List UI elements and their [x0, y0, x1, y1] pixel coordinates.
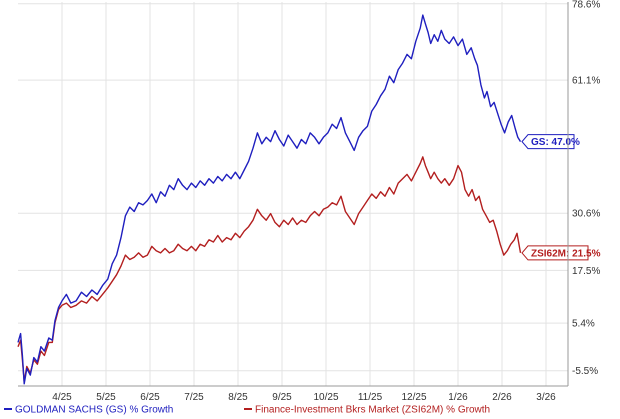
- zsi62m-growth-line: [17, 156, 522, 383]
- last-value-callouts: GS: 47.0% ZSI62M: 21.5%: [521, 134, 601, 261]
- x-tick-label: 12/25: [401, 392, 426, 403]
- x-tick-label: 11/25: [358, 392, 383, 403]
- x-tick-label: 5/25: [96, 392, 116, 403]
- callout-label: GS: 47.0%: [531, 137, 580, 148]
- y-tick-label: 17.5%: [572, 266, 600, 277]
- y-tick-label: 61.1%: [572, 76, 600, 87]
- y-tick-label: -5.5%: [572, 366, 598, 377]
- legend-label: GOLDMAN SACHS (GS) % Growth: [15, 405, 173, 416]
- x-tick-label: 6/25: [140, 392, 160, 403]
- x-tick-label: 10/25: [313, 392, 338, 403]
- x-axis-ticks: 4/25 5/25 6/25 7/25 8/25 9/25 10/25 11/25 12/25 1…: [52, 392, 556, 403]
- x-tick-label: 8/25: [228, 392, 248, 403]
- callout-box: [521, 245, 589, 261]
- y-axis-ticks: -5.5% 5.4% 17.5% 30.6% 61.1% 78.6%: [572, 0, 600, 377]
- legend: GOLDMAN SACHS (GS) % Growth Finance-Inves…: [4, 405, 490, 416]
- x-tick-label: 3/26: [536, 392, 556, 403]
- callout-box: [521, 134, 575, 150]
- zsi62m-callout: ZSI62M: 21.5%: [521, 245, 601, 261]
- gs-callout: GS: 47.0%: [521, 134, 580, 150]
- y-tick-label: 5.4%: [572, 319, 595, 330]
- series-lines: [17, 14, 522, 385]
- x-tick-label: 4/25: [52, 392, 72, 403]
- legend-label: Finance-Investment Bkrs Market (ZSI62M) …: [255, 405, 490, 416]
- x-tick-label: 1/26: [448, 392, 468, 403]
- y-tick-label: 30.6%: [572, 209, 600, 220]
- x-tick-label: 9/25: [272, 392, 292, 403]
- gs-growth-line: [17, 14, 522, 385]
- callout-label: ZSI62M: 21.5%: [531, 248, 601, 259]
- x-tick-label: 7/25: [184, 392, 204, 403]
- gridlines: [18, 2, 568, 386]
- x-tick-label: 2/26: [492, 392, 512, 403]
- y-tick-label: 78.6%: [572, 0, 600, 10]
